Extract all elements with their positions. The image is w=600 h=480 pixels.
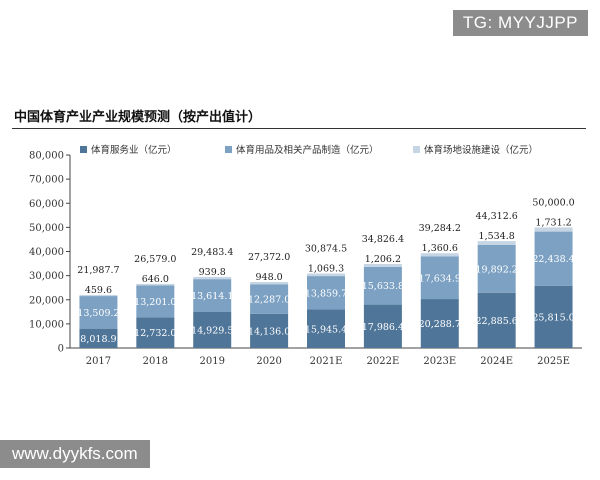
x-tick-label: 2019 xyxy=(199,356,224,367)
bar-segment-label: 1,534.8 xyxy=(479,231,515,242)
bar-segment xyxy=(307,309,345,348)
legend-label: 体育服务业（亿元） xyxy=(91,144,177,156)
bar-segment-label: 22,885.6 xyxy=(476,316,518,327)
bar-segment-label: 15,633.8 xyxy=(362,281,404,292)
bar-segment xyxy=(79,296,118,329)
bar-segment xyxy=(136,283,175,286)
y-tick-label: 10,000 xyxy=(29,319,64,330)
bar-segment xyxy=(534,231,573,286)
bar-segment xyxy=(420,253,459,257)
bar-segment-label: 22,438.4 xyxy=(532,254,574,265)
bar-segment-label: 14,136.0 xyxy=(248,326,290,337)
bar-segment xyxy=(250,281,289,285)
bar-segment-label: 459.6 xyxy=(85,285,112,296)
bar-segment xyxy=(534,285,573,348)
bar-segment-label: 13,859.7 xyxy=(305,288,347,299)
legend-swatch xyxy=(413,146,420,153)
bar-segment-label: 13,614.1 xyxy=(191,291,233,302)
bar-segment xyxy=(477,241,516,245)
bar-segment-label: 8,018.9 xyxy=(80,334,116,345)
x-tick-label: 2018 xyxy=(143,356,168,367)
bar-segment-label: 1,069.3 xyxy=(308,264,344,275)
bar-segment-label: 19,892.2 xyxy=(476,264,518,275)
bar-total-label: 44,312.6 xyxy=(476,211,518,222)
watermark-top: TG: MYYJJPP xyxy=(452,10,588,36)
bar-segment-label: 1,731.2 xyxy=(535,217,571,228)
bar-segment-label: 12,732.0 xyxy=(134,328,176,339)
x-tick-label: 2021E xyxy=(310,356,343,367)
bar-total-label: 21,987.7 xyxy=(77,265,119,276)
legend-label: 体育用品及相关产品制造（亿元） xyxy=(236,144,379,156)
bar-segment-label: 17,634.9 xyxy=(419,273,461,284)
y-tick-label: 50,000 xyxy=(29,223,64,234)
bar-segment xyxy=(307,273,345,277)
bar-segment-label: 12,287.0 xyxy=(248,295,290,306)
y-tick-label: 30,000 xyxy=(29,271,64,282)
bar-segment xyxy=(477,244,516,293)
bar-segment xyxy=(136,285,175,318)
bar-segment-label: 948.0 xyxy=(256,272,283,283)
x-axis-labels: 2017 2018 2019 2020 2021E 2022E 2023E 2024E 2025… xyxy=(86,356,570,367)
bar-segment-label: 1,360.6 xyxy=(422,243,458,254)
x-tick-label: 2023E xyxy=(423,356,456,367)
bar-segment-label: 939.8 xyxy=(199,267,226,278)
legend-swatch xyxy=(80,146,87,153)
bar-total-label: 30,874.5 xyxy=(305,244,347,255)
bar-segment-label: 13,201.0 xyxy=(134,297,176,308)
bar-segment xyxy=(363,304,402,348)
x-tick-label: 2022E xyxy=(367,356,400,367)
bar-area: 8,018.9 13,509.2 459.6 21,987.7 12,732.0 13,2… xyxy=(77,197,575,348)
y-tick-label: 0 xyxy=(58,344,64,355)
bar-segment xyxy=(136,317,175,348)
bar-segment xyxy=(307,276,345,310)
bar-segment xyxy=(534,227,573,232)
bar-segment xyxy=(363,266,402,305)
bar-segment xyxy=(193,279,232,312)
y-tick-label: 70,000 xyxy=(29,175,64,186)
y-tick-label: 80,000 xyxy=(29,151,64,162)
chart-legend: 体育服务业（亿元） 体育用品及相关产品制造（亿元） 体育场地设施建设（亿元） xyxy=(80,144,538,156)
bar-segment-label: 646.0 xyxy=(142,274,169,285)
bar-segment xyxy=(363,263,402,267)
bar-segment xyxy=(79,328,118,348)
y-tick-label: 20,000 xyxy=(29,295,64,306)
bar-segment-label: 14,929.5 xyxy=(191,325,233,336)
bar-segment xyxy=(79,294,118,297)
bar-segment xyxy=(250,313,289,348)
bar-segment-label: 15,945.4 xyxy=(305,324,347,335)
watermark-bottom: www.dyykfs.com xyxy=(0,440,150,468)
x-tick-label: 2024E xyxy=(480,356,513,367)
bar-segment xyxy=(477,292,516,348)
x-tick-label: 2017 xyxy=(86,356,111,367)
title-divider xyxy=(12,128,586,129)
bar-total-label: 34,826.4 xyxy=(362,234,404,245)
bar-segment-label: 20,288.7 xyxy=(419,319,461,330)
bar-segment-label: 1,206.2 xyxy=(365,254,401,265)
bar-segment-label: 25,815.0 xyxy=(532,312,574,323)
bar-segment-label: 17,986.4 xyxy=(362,322,404,333)
x-tick-label: 2025E xyxy=(537,356,570,367)
bar-segment xyxy=(193,276,232,280)
x-tick-label: 2020 xyxy=(256,356,281,367)
bar-segment-label: 13,509.2 xyxy=(77,308,119,319)
bar-total-label: 50,000.0 xyxy=(532,197,574,208)
bar-segment xyxy=(193,311,232,348)
y-tick-label: 60,000 xyxy=(29,199,64,210)
bar-total-label: 29,483.4 xyxy=(191,247,233,258)
bar-total-label: 26,579.0 xyxy=(134,254,176,265)
bar-segment xyxy=(420,256,459,300)
bar-total-label: 27,372.0 xyxy=(248,252,290,263)
y-tick-label: 40,000 xyxy=(29,247,64,258)
bar-segment xyxy=(420,299,459,348)
chart-title: 中国体育产业产业规模预测（按产出值计） xyxy=(14,110,262,125)
bar-segment xyxy=(250,284,289,314)
legend-label: 体育场地设施建设（亿元） xyxy=(424,144,538,156)
legend-swatch xyxy=(225,146,232,153)
bar-total-label: 39,284.2 xyxy=(419,223,461,234)
